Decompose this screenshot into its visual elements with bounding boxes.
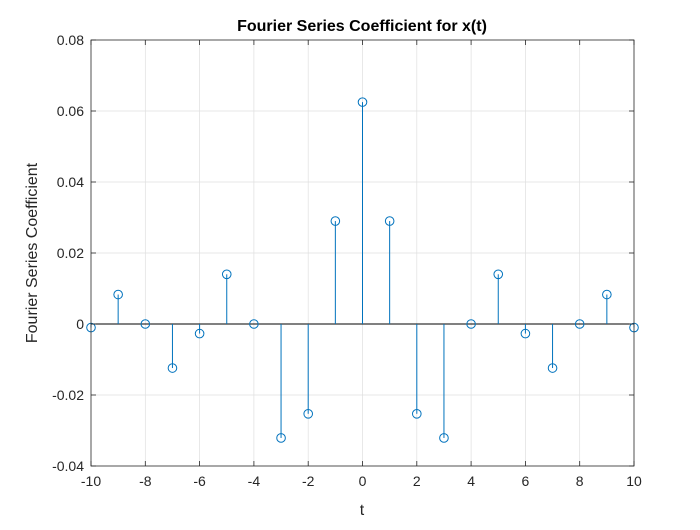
y-axis-label: Fourier Series Coefficient [24,162,41,343]
x-tick-label: 10 [626,473,642,489]
stem-marker [194,328,205,339]
stem-marker [466,319,476,329]
x-tick-label: -2 [302,473,315,489]
x-tick-label: 8 [576,473,584,489]
stem-marker [303,409,314,419]
stem-marker [439,433,449,443]
y-tick-labels: -0.04 -0.02 0 0.02 0.04 0.06 0.08 [52,32,84,474]
stem-marker [547,363,558,373]
x-tick-label: 2 [413,473,421,489]
stem-marker [384,216,395,226]
stem-marker [412,409,422,419]
x-tick-label: -4 [248,473,261,489]
ticks [90,39,635,467]
stem-marker [140,319,151,329]
x-tick-label: 6 [522,473,530,489]
x-axis-label: t [360,502,365,519]
x-tick-label: 4 [467,473,475,489]
y-tick-label: -0.04 [52,458,84,474]
y-tick-label: 0.06 [57,103,84,119]
x-tick-label: -6 [193,473,206,489]
stem-marker [276,433,286,443]
stem-marker [602,289,612,300]
stem-marker [357,97,368,107]
stem-marker [113,289,123,300]
stem-marker [167,363,178,373]
x-tick-label: 0 [359,473,367,489]
x-tick-labels: -10 -8 -6 -4 -2 0 2 4 6 8 10 [81,473,642,489]
stem-marker [249,319,259,329]
stems [86,97,639,443]
y-tick-label: 0.08 [57,32,84,48]
y-tick-label: -0.02 [52,387,84,403]
y-tick-label: 0.04 [57,174,84,190]
stem-marker [520,328,531,339]
x-tick-label: -10 [81,473,101,489]
y-tick-label: 0 [76,316,84,332]
x-tick-label: -8 [139,473,152,489]
chart-title: Fourier Series Coefficient for x(t) [237,18,487,35]
stem-marker [493,269,504,280]
stem-marker [330,216,341,226]
stem-marker [574,319,585,329]
y-tick-label: 0.02 [57,245,84,261]
stem-marker [221,269,232,280]
